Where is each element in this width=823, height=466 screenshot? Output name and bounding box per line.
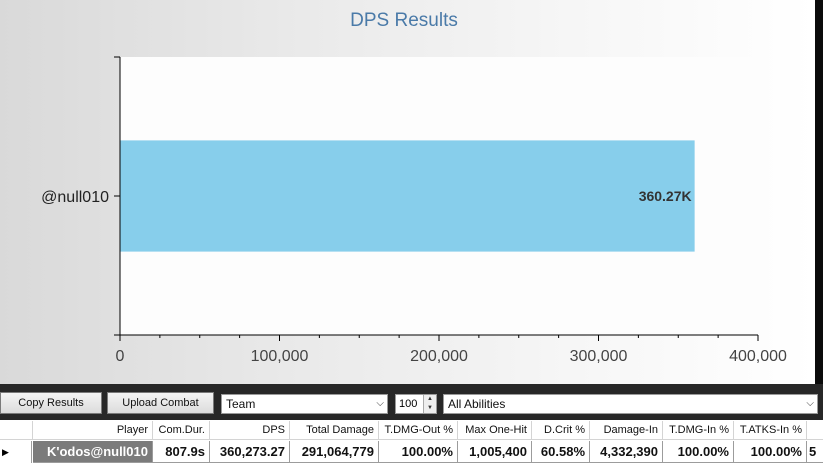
column-header-com-dur[interactable]: Com.Dur.	[153, 421, 210, 440]
team-filter-value: Team	[226, 397, 256, 411]
chevron-down-icon: ⌵	[376, 398, 384, 409]
x-tick-label: 200,000	[410, 348, 468, 365]
count-stepper[interactable]: 100 ▲ ▼	[395, 394, 437, 414]
column-header-tdmg-in[interactable]: T.DMG-In %	[663, 421, 734, 440]
upload-combat-button[interactable]: Upload Combat	[107, 392, 214, 414]
chevron-down-icon: ⌵	[806, 398, 814, 409]
cell-damage-in[interactable]: 4,332,390	[590, 441, 663, 463]
row-selector-icon[interactable]: ▶	[0, 441, 32, 463]
row-header-corner	[0, 421, 33, 440]
x-tick-label: 100,000	[251, 348, 309, 365]
cell-max-one-hit[interactable]: 1,005,400	[458, 441, 532, 463]
cell-total-damage[interactable]: 291,064,779	[290, 441, 379, 463]
count-value: 100	[399, 398, 418, 410]
column-header-total-damage[interactable]: Total Damage	[290, 421, 379, 440]
x-tick-label: 300,000	[570, 348, 628, 365]
cell-dcrit[interactable]: 60.58%	[532, 441, 590, 463]
cell-com-dur[interactable]: 807.9s	[153, 441, 210, 463]
x-tick-label: 400,000	[729, 348, 787, 365]
y-tick-label: @null010	[41, 189, 109, 206]
bar	[120, 140, 695, 252]
column-header-overflow	[807, 421, 823, 440]
copy-results-button[interactable]: Copy Results	[0, 392, 102, 414]
column-header-player[interactable]: Player	[33, 421, 153, 440]
bar-data-label: 360.27K	[639, 188, 692, 204]
dps-chart: DPS Results 360.27K @null010 0 100,000 200,0…	[41, 10, 787, 365]
column-header-tatks-in[interactable]: T.ATKS-In %	[734, 421, 807, 440]
spin-arrows-icon[interactable]: ▲ ▼	[423, 395, 436, 413]
column-header-tdmg-out[interactable]: T.DMG-Out %	[379, 421, 458, 440]
abilities-select[interactable]: All Abilities ⌵	[443, 394, 818, 414]
column-header-dps[interactable]: DPS	[210, 421, 290, 440]
cell-player[interactable]: K'odos@null010	[33, 441, 153, 463]
x-tick-label: 0	[116, 348, 125, 365]
window-border	[815, 0, 823, 384]
cell-tatks-in[interactable]: 100.00%	[734, 441, 807, 463]
column-header-max-one-hit[interactable]: Max One-Hit	[458, 421, 532, 440]
cell-overflow[interactable]: 5	[807, 441, 823, 463]
column-header-dcrit[interactable]: D.Crit %	[532, 421, 590, 440]
cell-tdmg-out[interactable]: 100.00%	[379, 441, 458, 463]
column-header-damage-in[interactable]: Damage-In	[590, 421, 663, 440]
team-filter-select[interactable]: Team ⌵	[221, 394, 388, 414]
cell-dps[interactable]: 360,273.27	[210, 441, 290, 463]
cell-tdmg-in[interactable]: 100.00%	[663, 441, 734, 463]
chart-title: DPS Results	[350, 10, 458, 31]
abilities-value: All Abilities	[448, 397, 506, 411]
